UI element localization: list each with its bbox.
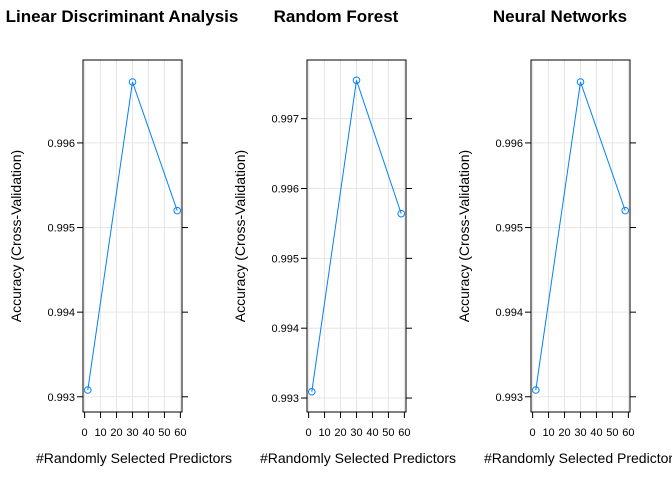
panel-neural-networks: Neural Networks Accuracy (Cross-Validati…	[456, 7, 672, 466]
series-line	[87, 81, 178, 391]
data-point	[352, 76, 361, 85]
data-point	[621, 206, 630, 215]
y-tick-label: 0.995	[271, 253, 299, 265]
plot-area: 0.993 0.994 0.995 0.996 0 10 20 30 40 50 60	[495, 59, 636, 439]
x-tick-label: 0	[530, 427, 536, 439]
x-tick-label: 40	[590, 427, 602, 439]
x-tick-label: 10	[94, 427, 106, 439]
plot-area: 0.993 0.994 0.995 0.996 0.997 0 10 20 30 40 50 60	[271, 59, 412, 439]
x-tick-label: 20	[110, 427, 122, 439]
y-axis-label: Accuracy (Cross-Validation)	[8, 150, 24, 322]
data-point	[307, 387, 316, 396]
x-tick-label: 10	[542, 427, 554, 439]
data-point	[173, 206, 182, 215]
panel-random-forest: Random Forest Accuracy (Cross-Validation…	[232, 7, 456, 466]
y-tick-label: 0.993	[47, 392, 75, 404]
x-tick-label: 20	[558, 427, 570, 439]
y-tick-label: 0.995	[47, 223, 75, 235]
data-point	[531, 386, 540, 394]
x-axis-label: #Randomly Selected Predictors	[260, 450, 456, 466]
data-point	[397, 209, 406, 218]
x-tick-label: 40	[366, 427, 378, 439]
y-tick-label: 0.995	[495, 223, 523, 235]
x-tick-label: 30	[574, 427, 586, 439]
panel-lda: Linear Discriminant Analysis Accuracy (C…	[6, 7, 239, 466]
x-tick-label: 60	[398, 427, 410, 439]
x-tick-label: 0	[306, 427, 312, 439]
panel-title: Linear Discriminant Analysis	[6, 7, 239, 26]
data-point	[128, 78, 137, 86]
y-tick-label: 0.994	[495, 307, 523, 319]
x-tick-label: 50	[606, 427, 618, 439]
x-tick-label: 50	[158, 427, 170, 439]
y-tick-label: 0.993	[271, 393, 299, 405]
x-axis-label: #Randomly Selected Predictors	[36, 450, 232, 466]
y-tick-label: 0.996	[271, 184, 299, 196]
series-line	[535, 81, 626, 391]
y-tick-label: 0.996	[495, 138, 523, 150]
y-tick-label: 0.993	[495, 392, 523, 404]
series-line	[311, 80, 402, 392]
x-tick-label: 40	[142, 427, 154, 439]
x-tick-label: 20	[334, 427, 346, 439]
x-tick-label: 0	[82, 427, 88, 439]
x-tick-label: 60	[174, 427, 186, 439]
y-axis-label: Accuracy (Cross-Validation)	[232, 150, 248, 322]
y-tick-label: 0.994	[47, 307, 75, 319]
y-tick-label: 0.994	[271, 323, 299, 335]
x-tick-label: 50	[382, 427, 394, 439]
data-point	[83, 386, 92, 394]
y-tick-label: 0.996	[47, 138, 75, 150]
x-tick-label: 10	[318, 427, 330, 439]
x-tick-label: 30	[350, 427, 362, 439]
panel-title: Neural Networks	[493, 7, 627, 26]
data-point	[576, 78, 585, 86]
panel-title: Random Forest	[274, 7, 399, 26]
x-tick-label: 30	[126, 427, 138, 439]
x-axis-label: #Randomly Selected Predictors	[484, 450, 672, 466]
x-tick-label: 60	[622, 427, 634, 439]
y-axis-label: Accuracy (Cross-Validation)	[456, 150, 472, 322]
y-tick-label: 0.997	[271, 114, 299, 126]
plot-area: 0.993 0.994 0.995 0.996 0 10 20 30 40 50 60	[47, 59, 188, 439]
